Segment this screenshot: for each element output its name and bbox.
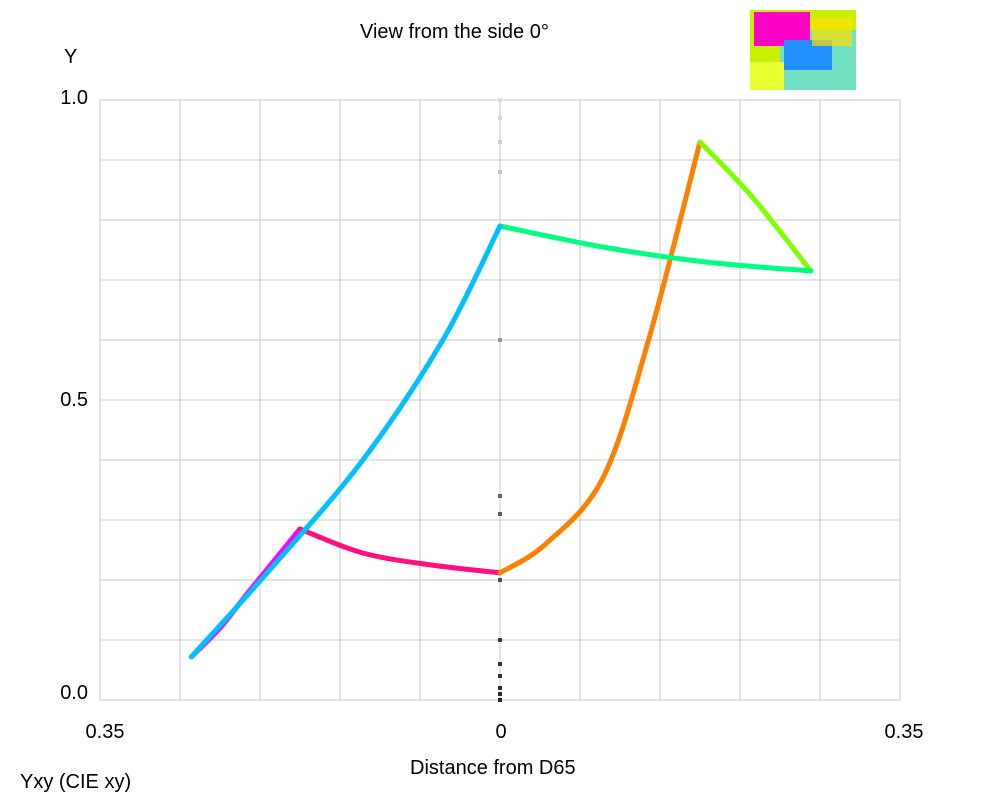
neutral-point <box>498 698 502 702</box>
x-axis-label: Distance from D65 <box>410 757 576 779</box>
neutral-point <box>498 338 502 342</box>
y-axis-label: Y <box>64 46 78 68</box>
neutral-point <box>498 638 502 642</box>
gamut-curves <box>188 139 814 660</box>
gamut-edge-series-4 <box>497 223 814 274</box>
color-space-label: Yxy (CIE xy) <box>20 771 132 793</box>
neutral-point <box>498 674 502 678</box>
y-tick-label: 0.5 <box>60 389 88 411</box>
x-tick-label: 0.35 <box>85 721 125 743</box>
neutral-point <box>498 494 502 498</box>
neutral-point <box>498 116 502 120</box>
neutral-axis-points <box>498 98 502 702</box>
grid-lines <box>99 99 901 701</box>
neutral-point <box>498 98 502 102</box>
x-tick-label: 0 <box>495 721 507 743</box>
gamut-edge-series-5 <box>188 223 503 660</box>
y-tick-label: 1.0 <box>60 87 88 109</box>
neutral-point <box>498 692 502 696</box>
chart-title: View from the side 0° <box>360 21 549 43</box>
preview-thumbnail <box>750 10 856 90</box>
neutral-point <box>498 140 502 144</box>
neutral-point <box>498 578 502 582</box>
x-tick-label: 0.35 <box>884 721 924 743</box>
y-tick-label: 0.0 <box>60 682 88 704</box>
neutral-point <box>498 662 502 666</box>
neutral-point <box>498 170 502 174</box>
neutral-point <box>498 686 502 690</box>
gamut-edge-series-3 <box>697 139 814 274</box>
neutral-point <box>498 512 502 516</box>
gamut-edge-series-2 <box>497 139 703 576</box>
gamut-edge-series-1 <box>297 526 503 576</box>
